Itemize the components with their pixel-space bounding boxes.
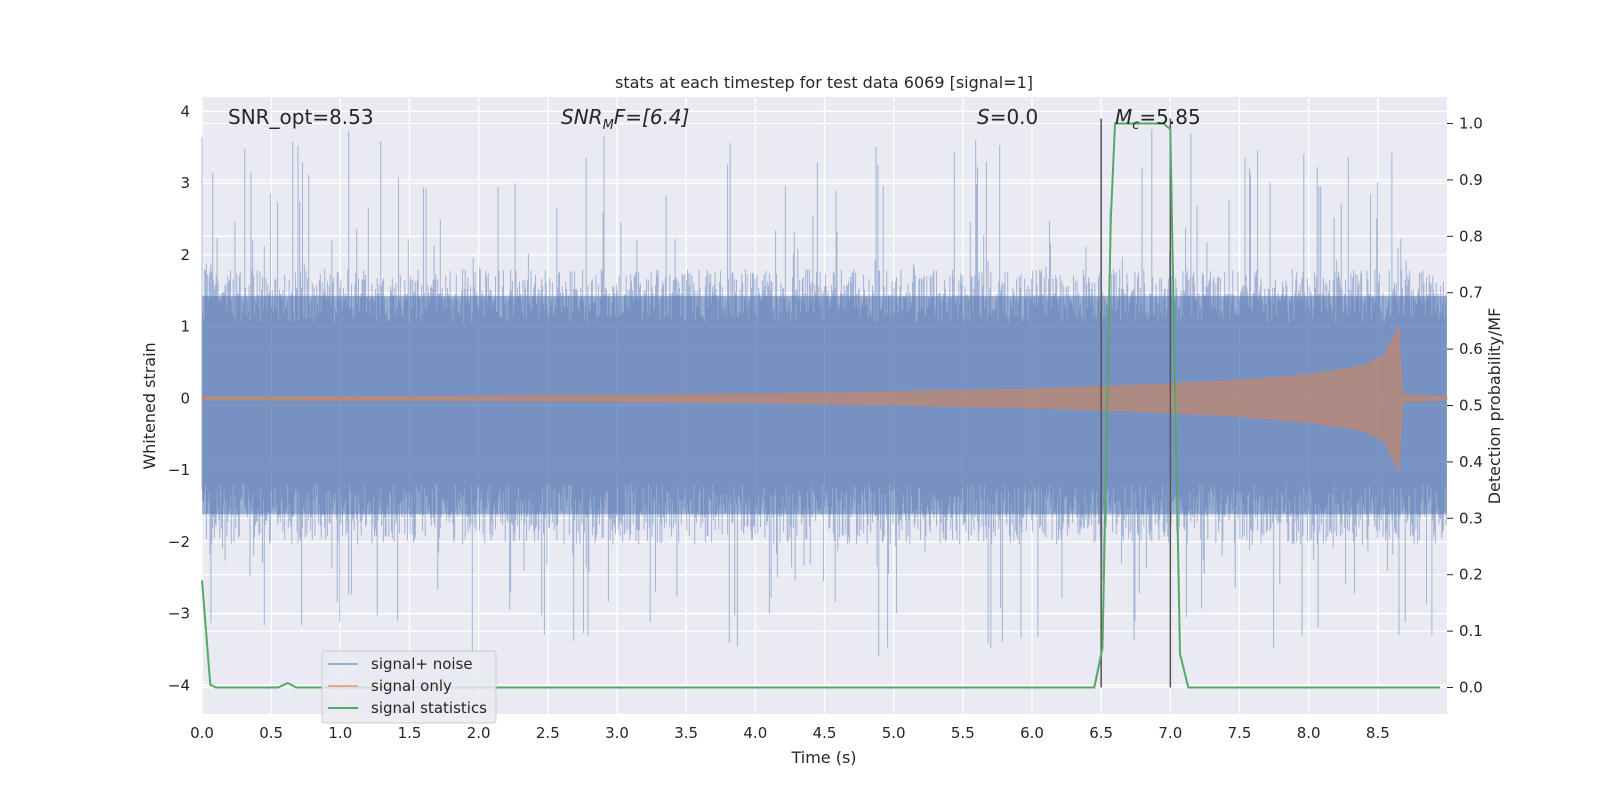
y-tick-label-left: 3: [180, 174, 190, 192]
y-tick-label-left: −2: [168, 533, 190, 551]
y-tick-label-right: 0.8: [1459, 227, 1483, 245]
x-tick-label: 6.0: [1020, 724, 1044, 742]
annotation-s-rest: =0.0: [990, 105, 1039, 129]
annotation-snr-mf-main: SNR: [561, 105, 603, 129]
y-axis-label: Whitened strain: [140, 342, 159, 469]
x-tick-label: 1.0: [328, 724, 352, 742]
x-tick-label: 8.5: [1366, 724, 1390, 742]
y-tick-label-left: −4: [168, 676, 190, 694]
annotation-mc-rest: =5.85: [1139, 105, 1200, 129]
annotation-mc-main: M: [1115, 105, 1132, 129]
y-tick-label-left: 4: [180, 102, 190, 120]
y-tick-label-right: 0.6: [1459, 340, 1483, 358]
x-axis-label: Time (s): [790, 748, 856, 767]
x-ticks: 0.0 0.5 1.0 1.5 2.0 2.5 3.0 3.5 4.0 4.5 5.0 5.5 6.0 6…: [190, 724, 1390, 742]
legend-label-signal: signal only: [371, 677, 452, 695]
y-tick-label-left: 0: [180, 389, 190, 407]
y-tick-label-right: 0.2: [1459, 566, 1483, 584]
x-tick-label: 2.0: [467, 724, 491, 742]
x-tick-label: 0.0: [190, 724, 214, 742]
legend: signal+ noise signal only signal statist…: [321, 650, 497, 724]
y-tick-label-right: 0.1: [1459, 622, 1483, 640]
legend-label-statistics: signal statistics: [371, 699, 487, 717]
x-tick-label: 7.5: [1228, 724, 1252, 742]
x-tick-label: 2.5: [536, 724, 560, 742]
signal-series: [201, 324, 1448, 473]
chart-title: stats at each timestep for test data 606…: [615, 73, 1033, 92]
x-tick-label: 5.5: [951, 724, 975, 742]
x-tick-label: 5.0: [882, 724, 906, 742]
y-tick-label-right: 0.5: [1459, 397, 1483, 415]
y-tick-label-right: 0.7: [1459, 284, 1483, 302]
y-tick-label-left: 1: [180, 318, 190, 336]
statistics-line: [201, 122, 1441, 689]
legend-label-noise: signal+ noise: [371, 655, 473, 673]
legend-box: [321, 650, 497, 724]
y-axis-label-right: Detection probability/MF: [1485, 308, 1504, 505]
annotation-snr-opt: SNR_opt=8.53: [228, 105, 374, 129]
vertical-markers: [1100, 118, 1172, 688]
annotation-snr-mf-sub: M: [603, 118, 614, 133]
y-ticks-left: −4 −3 −2 −1 0 1 2 3 4: [168, 102, 190, 694]
x-tick-label: 3.0: [605, 724, 629, 742]
x-tick-label: 0.5: [259, 724, 283, 742]
annotation-s-main: S: [977, 105, 990, 129]
annotation-snr-mf-rest: F=[6.4]: [614, 105, 690, 129]
x-tick-label: 3.5: [674, 724, 698, 742]
annotation-mc-sub: c: [1132, 118, 1139, 133]
statistics-series: [201, 122, 1441, 689]
x-tick-label: 4.0: [743, 724, 767, 742]
y-tick-label-right: 0.3: [1459, 509, 1483, 527]
y-tick-label-right: 0.0: [1459, 678, 1483, 696]
y-tick-label-right: 1.0: [1459, 115, 1483, 133]
x-tick-label: 4.5: [813, 724, 837, 742]
x-tick-label: 6.5: [1089, 724, 1113, 742]
x-tick-label: 1.5: [398, 724, 422, 742]
y-tick-label-right: 0.4: [1459, 453, 1483, 471]
y-tick-label-left: −1: [168, 461, 190, 479]
annotation-snr-mf: SNRMF=[6.4]: [561, 105, 689, 133]
x-tick-label: 8.0: [1297, 724, 1321, 742]
annotation-mc: Mc=5.85: [1115, 105, 1201, 133]
y-tick-label-left: −3: [168, 605, 190, 623]
y-ticks-right: 0.0 0.1 0.2 0.3 0.4 0.5 0.6 0.7 0.8 0.9 1.0: [1447, 115, 1483, 696]
x-tick-label: 7.0: [1158, 724, 1182, 742]
y-tick-label-left: 2: [180, 246, 190, 264]
annotation-s: S=0.0: [977, 105, 1038, 129]
y-tick-label-right: 0.9: [1459, 171, 1483, 189]
signal-envelope: [201, 324, 1448, 473]
